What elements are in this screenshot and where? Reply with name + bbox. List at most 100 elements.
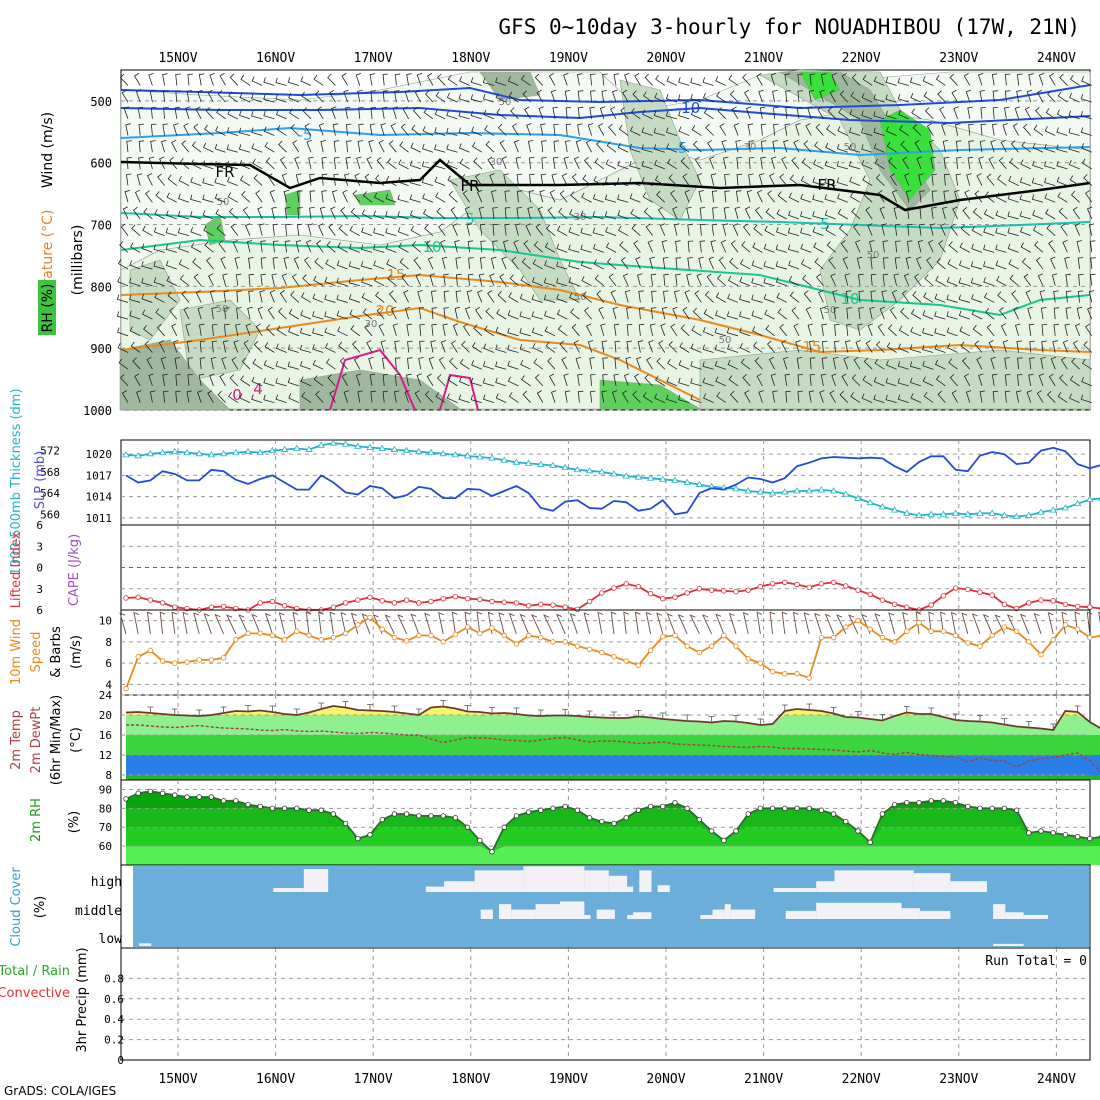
- wind-barb: [475, 306, 483, 320]
- wind-barb: [960, 341, 971, 353]
- wind-barb: [983, 227, 995, 237]
- wind-speed-point: [294, 628, 300, 634]
- wind-barb: [198, 373, 205, 386]
- wind-barb: [414, 390, 422, 403]
- surface-wind-barb: [292, 611, 299, 634]
- wind-barb: [452, 223, 458, 236]
- surface-wind-barb: [1006, 614, 1018, 635]
- wind-barb: [754, 357, 763, 370]
- wind-barb: [796, 357, 803, 370]
- wind-barb: [271, 206, 277, 220]
- wind-barb: [531, 311, 543, 320]
- wind-barb: [605, 226, 617, 237]
- wind-barb: [604, 194, 617, 203]
- wind-barb: [983, 261, 995, 270]
- wind-barb: [248, 273, 255, 286]
- wind-barb: [727, 293, 739, 303]
- wind-barb: [673, 223, 680, 236]
- wind-barb: [549, 189, 556, 203]
- wind-barb: [577, 390, 584, 403]
- wind-barb: [570, 308, 580, 320]
- wind-barb: [702, 361, 714, 370]
- slp-axis-label: SLP (mb): [33, 451, 48, 510]
- wind-barb: [795, 340, 801, 353]
- thickness-point: [829, 487, 838, 494]
- wind-barb: [873, 127, 885, 136]
- wind-barb: [419, 340, 425, 353]
- wind-barb: [882, 273, 889, 286]
- thickness-point: [158, 448, 167, 456]
- wind-barb: [1052, 340, 1058, 353]
- thickness-tick-label: 564: [40, 487, 60, 500]
- wind-barb: [222, 273, 228, 286]
- wind-barb: [937, 390, 946, 403]
- wind-barb: [910, 308, 922, 320]
- wind-barb: [309, 173, 315, 186]
- wind-barb: [931, 207, 937, 220]
- thickness-point: [500, 456, 508, 463]
- wind-barb: [143, 324, 153, 337]
- wind-barb: [117, 327, 129, 337]
- wind-barb: [513, 239, 519, 253]
- wind-barb: [215, 209, 226, 220]
- thickness-point: [768, 489, 777, 496]
- wind-barb: [641, 160, 653, 170]
- wind-barb: [821, 357, 828, 370]
- max-temp-marker: [245, 705, 251, 711]
- wind-barb: [1081, 143, 1092, 153]
- wind-barb: [260, 273, 266, 286]
- wind-barb: [1088, 290, 1095, 303]
- wind-barb: [239, 92, 251, 103]
- rh-tick-label: 90: [99, 783, 112, 796]
- max-temp-marker: [1025, 721, 1032, 727]
- thickness-point: [329, 439, 338, 446]
- wind-barb: [534, 374, 544, 387]
- wind-barb: [996, 192, 1007, 203]
- wind-barb: [956, 157, 962, 169]
- wind-barb: [559, 340, 568, 353]
- wind-barb: [585, 323, 592, 337]
- max-temp-marker: [586, 710, 593, 716]
- wind-barb: [1085, 323, 1093, 337]
- wind-barb: [199, 357, 206, 370]
- surface-wind-barb: [1098, 611, 1100, 624]
- wind-speed-point: [220, 655, 227, 661]
- wind-barb: [702, 344, 714, 353]
- wind-barb: [1080, 111, 1092, 120]
- wind-barb: [255, 190, 263, 203]
- lifted-index-point: [721, 588, 727, 594]
- lifted-index-axis-label: Lifted Index: [9, 531, 24, 608]
- wind-barb: [121, 89, 129, 103]
- wind-barb: [898, 343, 909, 353]
- wind-barb: [424, 390, 434, 403]
- wind-barb: [626, 307, 632, 320]
- wind-barb: [416, 73, 423, 86]
- cloud-level-label: middle: [75, 904, 122, 919]
- wind-barb: [146, 173, 153, 186]
- thickness-point: [305, 445, 313, 452]
- wind-barb: [779, 173, 788, 186]
- surface-wind-barb: [656, 612, 664, 635]
- lifted-index-point: [891, 601, 898, 608]
- wind-barb: [959, 242, 970, 253]
- rh-point: [403, 811, 410, 817]
- rh-band-50: [126, 846, 1100, 865]
- wind-barb: [885, 77, 897, 86]
- wind-barb: [430, 290, 437, 303]
- wind-barb: [858, 273, 864, 286]
- wind-barb: [809, 340, 815, 353]
- wind-barb: [930, 156, 936, 169]
- wind-barb: [748, 140, 755, 153]
- wind-barb: [263, 110, 275, 120]
- lifted-index-point: [562, 604, 568, 610]
- wind-barb: [235, 273, 242, 286]
- wind-barb: [861, 159, 873, 170]
- wind-barb: [800, 227, 812, 237]
- wind-barb: [821, 323, 827, 336]
- date-label-bottom: 15NOV: [158, 1072, 197, 1087]
- wind-barb: [782, 356, 789, 370]
- wind-barb: [571, 323, 580, 337]
- wind-barb: [240, 74, 251, 86]
- wind-barb: [314, 257, 324, 270]
- wind-barb: [470, 394, 482, 403]
